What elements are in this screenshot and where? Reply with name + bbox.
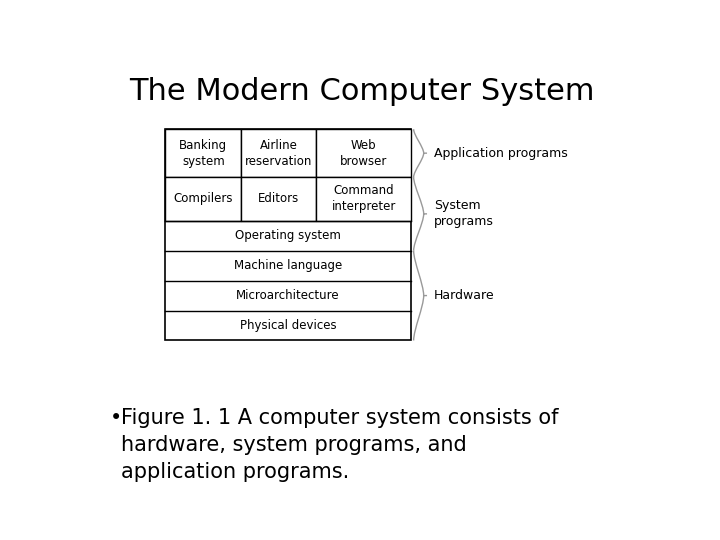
Text: •: • <box>109 408 122 428</box>
Text: Airline
reservation: Airline reservation <box>246 139 312 167</box>
Text: The Modern Computer System: The Modern Computer System <box>129 77 595 106</box>
Bar <box>241 129 316 177</box>
Text: Microarchitecture: Microarchitecture <box>236 289 340 302</box>
Bar <box>241 177 316 221</box>
Text: Hardware: Hardware <box>433 289 495 302</box>
Text: Machine language: Machine language <box>234 259 342 272</box>
Bar <box>166 129 241 177</box>
Bar <box>316 129 411 177</box>
Text: Editors: Editors <box>258 192 300 205</box>
Text: System
programs: System programs <box>433 199 494 228</box>
Text: Command
interpreter: Command interpreter <box>331 184 396 213</box>
Bar <box>166 177 241 221</box>
Text: Compilers: Compilers <box>174 192 233 205</box>
Text: Application programs: Application programs <box>433 147 567 160</box>
Text: Figure 1. 1 A computer system consists of
hardware, system programs, and
applica: Figure 1. 1 A computer system consists o… <box>121 408 558 482</box>
Bar <box>316 177 411 221</box>
Text: Banking
system: Banking system <box>179 139 228 167</box>
Bar <box>166 129 411 341</box>
Text: Web
browser: Web browser <box>340 139 387 167</box>
Text: Operating system: Operating system <box>235 229 341 242</box>
Text: Physical devices: Physical devices <box>240 319 336 332</box>
